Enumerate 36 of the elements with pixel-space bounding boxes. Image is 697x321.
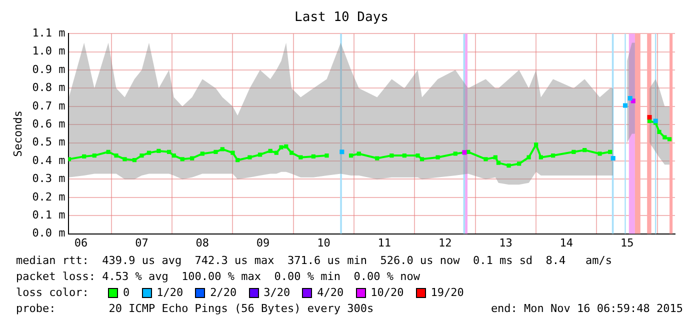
- legend-label: 4/20: [317, 285, 344, 301]
- x-tick-label: 10: [317, 236, 330, 250]
- y-tick-label: 0.5 m: [32, 136, 66, 149]
- x-tick-label: 09: [256, 236, 270, 250]
- legend-label: 19/20: [430, 285, 464, 301]
- x-tick-label: 12: [438, 236, 452, 250]
- y-tick-label: 0.1 m: [32, 208, 66, 222]
- x-tick-label: 11: [378, 236, 392, 250]
- x-tick-label: 06: [74, 236, 88, 250]
- x-tick-label: 14: [560, 236, 574, 250]
- text: median rtt: 439.9 us avg 742.3 us max 371.6 us min 526.0 us now 0.1 ms sd 8.4 am/s: [16, 253, 614, 269]
- text: probe: 20 ICMP Echo Pings (56 Bytes) every 300s: [16, 301, 374, 317]
- legend-label: 10/20: [370, 285, 404, 301]
- y-tick-label: 0.4 m: [32, 154, 66, 167]
- y-tick-label: 0.6 m: [32, 117, 66, 130]
- y-axis-title: Seconds: [11, 110, 24, 157]
- legend-label: 3/20: [264, 285, 290, 301]
- x-tick-label: 15: [620, 236, 634, 250]
- y-tick-label: 1.0 m: [32, 44, 66, 58]
- legend-title: loss color:: [16, 285, 90, 301]
- legend-label: 1/20: [156, 285, 184, 301]
- x-tick-label: 13: [499, 236, 512, 250]
- legend-label: 2/20: [210, 285, 237, 301]
- text: end: Mon Nov 16 06:59:48 2015: [490, 301, 683, 317]
- text: packet loss: 4.53 % avg 100.00 % max 0.00 % min 0.00 % now: [16, 269, 421, 285]
- y-tick-label: 0.8 m: [32, 81, 66, 94]
- x-tick-label: 07: [135, 236, 148, 250]
- y-tick-label: 0.2 m: [32, 190, 66, 204]
- y-tick-label: 0.7 m: [32, 99, 66, 112]
- x-tick-label: 08: [196, 236, 210, 250]
- chart-title: Last 10 Days: [294, 10, 388, 26]
- y-tick-label: 1.1 m: [32, 26, 66, 40]
- legend-label: 0: [123, 285, 130, 301]
- y-tick-label: 0.9 m: [32, 62, 66, 76]
- y-tick-label: 0.0 m: [32, 226, 66, 240]
- y-tick-label: 0.3 m: [32, 172, 66, 186]
